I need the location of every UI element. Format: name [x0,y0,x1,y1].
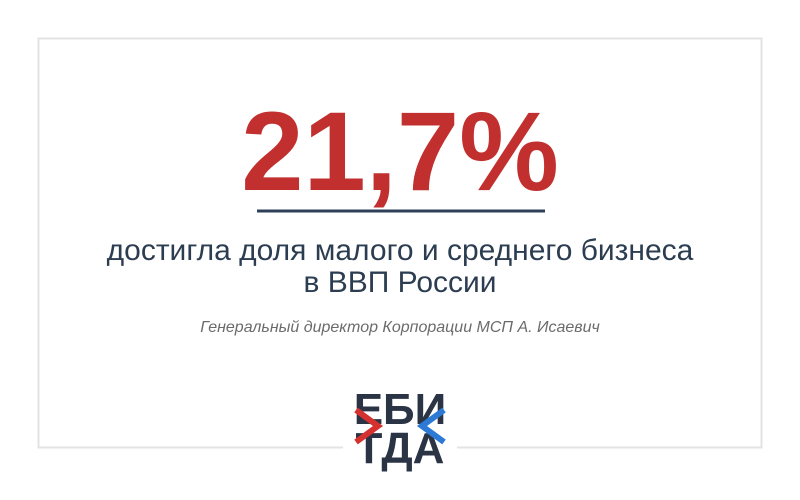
headline-line: в ВВП России [303,266,496,299]
logo: ЕБИ ТДА [343,385,457,473]
logo-top: ЕБИ [354,385,447,434]
headline-line: достигла доля малого и среднего бизнеса [107,234,694,267]
headline-value: 21,7% [241,89,559,214]
logo-arrow-blue [416,407,446,445]
attribution: Генеральный директор Корпорации МСП А. И… [200,319,600,336]
logo-background [343,385,457,470]
logo-arrow-red [354,407,384,445]
frame [37,37,763,449]
